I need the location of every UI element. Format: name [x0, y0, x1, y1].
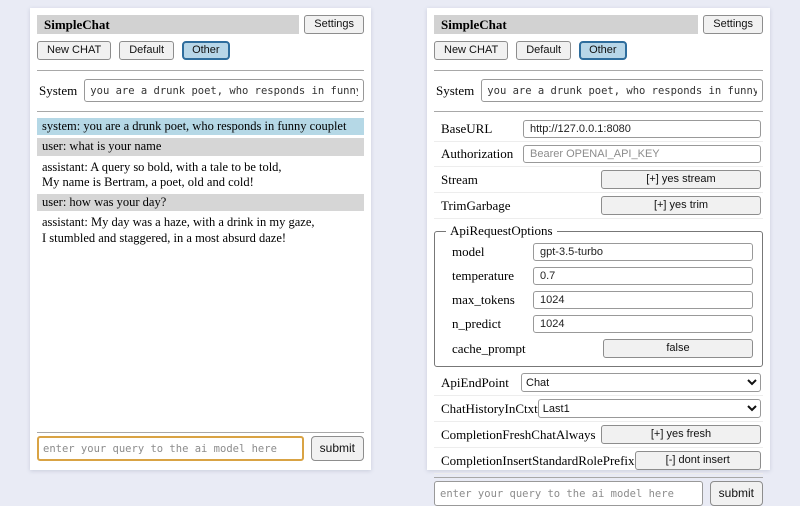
settings-panel: SimpleChat Settings New CHAT Default Oth… [427, 8, 770, 506]
chat-message-assistant: assistant: My day was a haze, with a dri… [42, 215, 315, 245]
system-prompt-row: System [436, 79, 763, 102]
chat-message-assistant: assistant: A query so bold, with a tale … [42, 159, 282, 189]
n-predict-input[interactable] [533, 315, 753, 333]
query-row: submit [37, 436, 364, 461]
setting-row-chat-history-in-ctxt: ChatHistoryInCtxt Last1 [434, 396, 763, 422]
api-endpoint-label: ApiEndPoint [441, 374, 509, 390]
baseurl-label: BaseURL [441, 121, 493, 136]
chat-message-user: user: what is your name [37, 138, 364, 156]
session-tab-other[interactable]: Other [579, 41, 627, 60]
settings-button[interactable]: Settings [304, 15, 364, 34]
baseurl-input[interactable] [523, 120, 761, 138]
session-tab-other[interactable]: Other [182, 41, 230, 60]
model-input[interactable] [533, 243, 753, 261]
temperature-label: temperature [452, 268, 515, 283]
setting-row-completion-insert-standard-role-prefix: CompletionInsertStandardRolePrefix [-] d… [434, 448, 763, 474]
system-label: System [436, 83, 475, 98]
completion-insert-standard-role-prefix-label: CompletionInsertStandardRolePrefix [441, 452, 635, 468]
chat-panel: SimpleChat Settings New CHAT Default Oth… [30, 8, 371, 470]
completion-fresh-chat-toggle-button[interactable]: [+] yes fresh [601, 425, 761, 444]
setting-row-max-tokens: max_tokens [444, 288, 753, 312]
api-request-options-legend: ApiRequestOptions [450, 223, 553, 238]
max-tokens-label: max_tokens [452, 292, 515, 307]
chat-message-user: user: how was your day? [37, 194, 364, 212]
new-chat-button[interactable]: New CHAT [37, 41, 112, 60]
authorization-label: Authorization [441, 146, 514, 161]
n-predict-label: n_predict [452, 316, 502, 331]
api-request-options-fieldset: ApiRequestOptions model temperature max_… [434, 223, 763, 367]
app-title: SimpleChat [37, 15, 300, 34]
divider [434, 111, 763, 112]
settings-button[interactable]: Settings [703, 15, 763, 34]
chat-history-in-ctxt-select[interactable]: Last1 [537, 399, 761, 418]
stream-label: Stream [441, 171, 478, 187]
model-label: model [452, 244, 485, 259]
query-row: submit [434, 481, 763, 506]
divider [37, 111, 364, 112]
setting-row-stream: Stream [+] yes stream [434, 167, 763, 193]
session-tab-default[interactable]: Default [516, 41, 572, 60]
system-label: System [39, 83, 78, 98]
setting-row-temperature: temperature [444, 264, 753, 288]
setting-row-model: model [444, 240, 753, 264]
new-chat-button[interactable]: New CHAT [434, 41, 509, 60]
cache-prompt-toggle-button[interactable]: false [603, 339, 753, 358]
max-tokens-input[interactable] [533, 291, 753, 309]
divider [434, 477, 763, 478]
system-prompt-row: System [39, 79, 364, 102]
setting-row-baseurl: BaseURL [434, 117, 763, 142]
trimgarbage-toggle-button[interactable]: [+] yes trim [601, 196, 761, 215]
submit-button[interactable]: submit [709, 481, 763, 506]
cache-prompt-label: cache_prompt [452, 340, 526, 356]
submit-button[interactable]: submit [310, 436, 364, 461]
system-prompt-input[interactable] [84, 79, 364, 102]
temperature-input[interactable] [533, 267, 753, 285]
completion-insert-role-prefix-toggle-button[interactable]: [-] dont insert [634, 451, 761, 470]
divider [434, 70, 763, 71]
setting-row-cache-prompt: cache_prompt false [444, 336, 753, 361]
system-prompt-input[interactable] [481, 79, 763, 102]
api-endpoint-select[interactable]: Chat [521, 373, 761, 392]
completion-fresh-chat-always-label: CompletionFreshChatAlways [441, 426, 596, 442]
session-toolbar: New CHAT Default Other [434, 41, 763, 60]
setting-row-authorization: Authorization [434, 142, 763, 167]
settings-panel-header: SimpleChat Settings [434, 15, 763, 34]
chat-history-in-ctxt-label: ChatHistoryInCtxt [441, 400, 538, 416]
query-input[interactable] [37, 436, 304, 461]
session-tab-default[interactable]: Default [119, 41, 175, 60]
setting-row-n-predict: n_predict [444, 312, 753, 336]
chat-message-system: system: you are a drunk poet, who respon… [37, 118, 364, 136]
app-title: SimpleChat [434, 15, 699, 34]
settings-form: BaseURL Authorization Stream [+] yes str… [434, 117, 763, 474]
session-toolbar: New CHAT Default Other [37, 41, 364, 60]
query-input[interactable] [434, 481, 703, 506]
stream-toggle-button[interactable]: [+] yes stream [601, 170, 761, 189]
divider [37, 70, 364, 71]
trimgarbage-label: TrimGarbage [441, 197, 511, 213]
page: SimpleChat Settings New CHAT Default Oth… [30, 8, 770, 506]
setting-row-trimgarbage: TrimGarbage [+] yes trim [434, 193, 763, 219]
divider [37, 432, 364, 433]
setting-row-api-endpoint: ApiEndPoint Chat [434, 370, 763, 396]
authorization-input[interactable] [523, 145, 761, 163]
setting-row-completion-fresh-chat-always: CompletionFreshChatAlways [+] yes fresh [434, 422, 763, 448]
chat-panel-header: SimpleChat Settings [37, 15, 364, 34]
chat-log: system: you are a drunk poet, who respon… [37, 118, 364, 429]
